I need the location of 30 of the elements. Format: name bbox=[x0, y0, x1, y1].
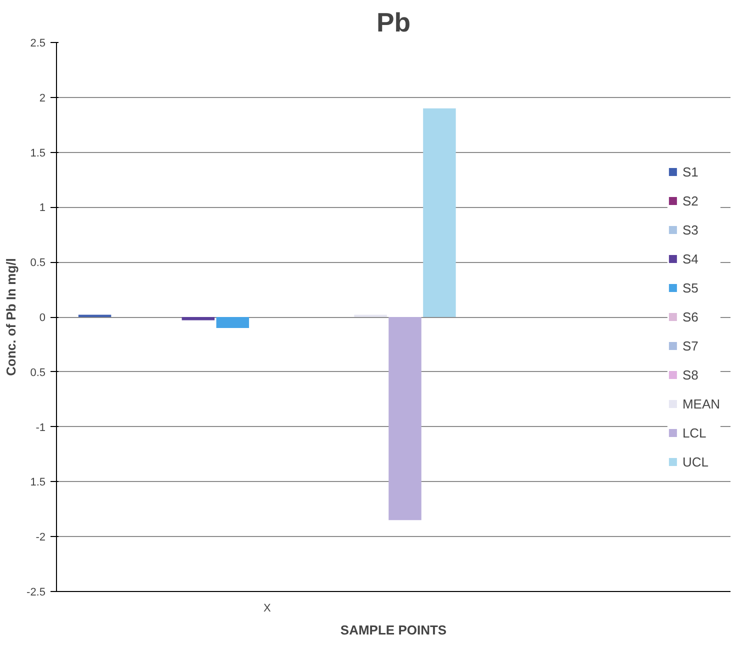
legend-label: S7 bbox=[682, 338, 700, 353]
legend-label: S4 bbox=[682, 251, 700, 266]
legend-label: S6 bbox=[682, 309, 700, 324]
x-axis-title: SAMPLE POINTS bbox=[340, 622, 447, 638]
legend-label: LCL bbox=[682, 425, 706, 440]
bar bbox=[423, 108, 456, 317]
y-tick-label: 0 bbox=[39, 312, 46, 324]
y-tick-label: 0.5 bbox=[30, 366, 46, 379]
legend-label: S3 bbox=[682, 222, 700, 237]
y-tick-label: -2 bbox=[36, 532, 46, 544]
y-tick-label: 1.5 bbox=[30, 476, 46, 489]
bar bbox=[182, 317, 215, 320]
y-tick-label: -2.5 bbox=[26, 586, 46, 598]
y-tick-label: 2 bbox=[39, 92, 46, 104]
y-axis-title: Conc. of Pb In mg/l bbox=[4, 258, 19, 376]
legend-label: S5 bbox=[682, 280, 700, 295]
legend-label: UCL bbox=[682, 454, 708, 469]
y-tick-label: 1.5 bbox=[30, 147, 46, 160]
bar bbox=[216, 317, 250, 328]
chart-title: Pb bbox=[376, 8, 411, 38]
y-tick-label: 1 bbox=[39, 202, 46, 214]
y-tick-label: 2.5 bbox=[30, 38, 46, 50]
legend-label: S1 bbox=[682, 164, 700, 179]
bar bbox=[388, 317, 422, 520]
legend-label: MEAN bbox=[682, 396, 720, 411]
x-tick-label: X bbox=[263, 602, 272, 614]
y-tick-label: 0.5 bbox=[30, 257, 46, 270]
legend-label: S2 bbox=[682, 193, 700, 208]
legend-label: S8 bbox=[682, 367, 700, 382]
y-tick-label: -1 bbox=[36, 422, 46, 434]
